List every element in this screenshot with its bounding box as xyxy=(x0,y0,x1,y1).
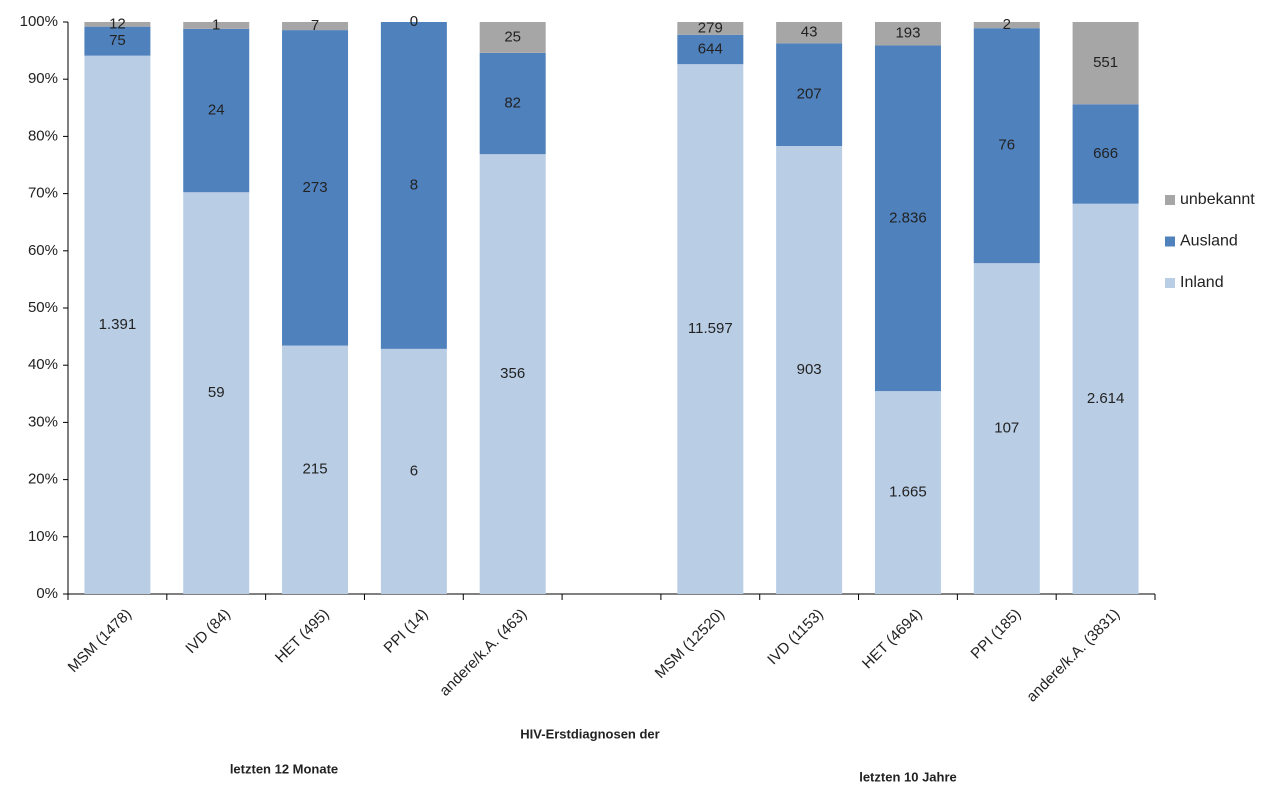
bar-segment xyxy=(874,391,941,594)
legend-label: Ausland xyxy=(1180,233,1238,250)
x-tick-label: HET (495) xyxy=(272,606,333,667)
bar-segment xyxy=(380,348,447,594)
bar-segment xyxy=(84,22,151,27)
data-label: 666 xyxy=(1093,145,1118,162)
x-tick-label: MSM (1478) xyxy=(65,606,135,676)
bar-segment xyxy=(84,26,151,56)
bar-segment xyxy=(1072,104,1139,204)
data-label: 215 xyxy=(303,461,328,478)
x-tick-label: MSM (12520) xyxy=(652,606,728,682)
data-label: 2.614 xyxy=(1087,390,1125,407)
x-tick-label: IVD (84) xyxy=(182,606,234,658)
bar-segment xyxy=(973,22,1040,29)
bar-segment xyxy=(183,28,250,193)
x-tick-label: PPI (185) xyxy=(968,606,1025,663)
data-label: 11.597 xyxy=(688,320,733,337)
data-label: 12 xyxy=(109,15,126,32)
legend-swatch xyxy=(1165,278,1175,288)
data-label: 193 xyxy=(895,25,920,42)
data-label: 279 xyxy=(698,19,723,36)
data-label: 6 xyxy=(410,462,418,479)
bar-segment xyxy=(973,28,1040,264)
bar-segment xyxy=(973,263,1040,594)
bar-segment xyxy=(183,192,250,594)
group-label: letzten 12 Monate xyxy=(230,761,338,776)
data-label: 207 xyxy=(797,86,822,103)
y-tick-label: 80% xyxy=(28,127,58,144)
data-label: 107 xyxy=(994,420,1019,437)
bar-segment xyxy=(874,45,941,392)
y-tick-label: 90% xyxy=(28,70,58,87)
bar-segment xyxy=(380,22,447,349)
x-axis-title: HIV-Erstdiagnosen der xyxy=(520,726,659,741)
bar-segment xyxy=(677,64,744,594)
data-label: 0 xyxy=(410,13,418,30)
legend-swatch xyxy=(1165,236,1175,247)
bar-segment xyxy=(776,146,843,594)
data-label: 551 xyxy=(1093,54,1118,71)
bar-segment xyxy=(84,55,151,595)
bar-segment xyxy=(282,30,349,346)
data-label: 7 xyxy=(311,17,319,34)
bar-segment xyxy=(479,52,546,155)
bar-segment xyxy=(677,34,744,65)
bar-segment xyxy=(282,22,349,31)
data-label: 903 xyxy=(797,361,822,378)
bar-segment xyxy=(479,154,546,594)
x-tick-label: HET (4694) xyxy=(859,606,926,673)
data-label: 76 xyxy=(998,137,1015,154)
x-tick-label: PPI (14) xyxy=(381,606,432,657)
y-tick-label: 0% xyxy=(36,585,58,602)
y-tick-label: 20% xyxy=(28,471,58,488)
x-tick-label: andere/k.A. (3831) xyxy=(1023,606,1123,706)
bar-segment xyxy=(677,22,744,35)
legend-swatch xyxy=(1165,195,1175,205)
bar-segment xyxy=(183,22,250,29)
y-tick-label: 40% xyxy=(28,356,58,373)
y-tick-label: 100% xyxy=(20,13,58,30)
bar-segment xyxy=(1072,203,1139,594)
data-label: 1 xyxy=(212,16,220,33)
data-label: 1.391 xyxy=(99,316,137,333)
data-label: 273 xyxy=(303,179,328,196)
bar-segment xyxy=(282,345,349,594)
y-tick-label: 30% xyxy=(28,413,58,430)
data-label: 2 xyxy=(1003,16,1011,33)
y-tick-label: 10% xyxy=(28,528,58,545)
y-tick-label: 70% xyxy=(28,185,58,202)
y-tick-label: 50% xyxy=(28,299,58,316)
bar-segment xyxy=(874,22,941,46)
data-label: 8 xyxy=(410,176,418,193)
group-label: letzten 10 Jahre xyxy=(859,769,957,784)
legend-label: Inland xyxy=(1180,274,1224,291)
data-label: 24 xyxy=(208,101,225,118)
data-label: 644 xyxy=(698,40,723,57)
y-tick-label: 60% xyxy=(28,242,58,259)
bar-segment xyxy=(479,22,546,53)
bar-segment xyxy=(776,22,843,44)
x-tick-label: andere/k.A. (463) xyxy=(436,606,530,700)
x-tick-label: IVD (1153) xyxy=(764,606,827,669)
data-label: 1.665 xyxy=(889,484,927,501)
bar-segment xyxy=(776,43,843,147)
data-label: 25 xyxy=(504,28,521,45)
data-label: 82 xyxy=(504,95,521,112)
data-label: 356 xyxy=(500,365,525,382)
bar-segment xyxy=(1072,22,1139,105)
data-label: 43 xyxy=(801,24,818,41)
legend-label: unbekannt xyxy=(1180,191,1255,208)
data-label: 75 xyxy=(109,32,126,49)
data-label: 59 xyxy=(208,384,225,401)
data-label: 2.836 xyxy=(889,209,927,226)
